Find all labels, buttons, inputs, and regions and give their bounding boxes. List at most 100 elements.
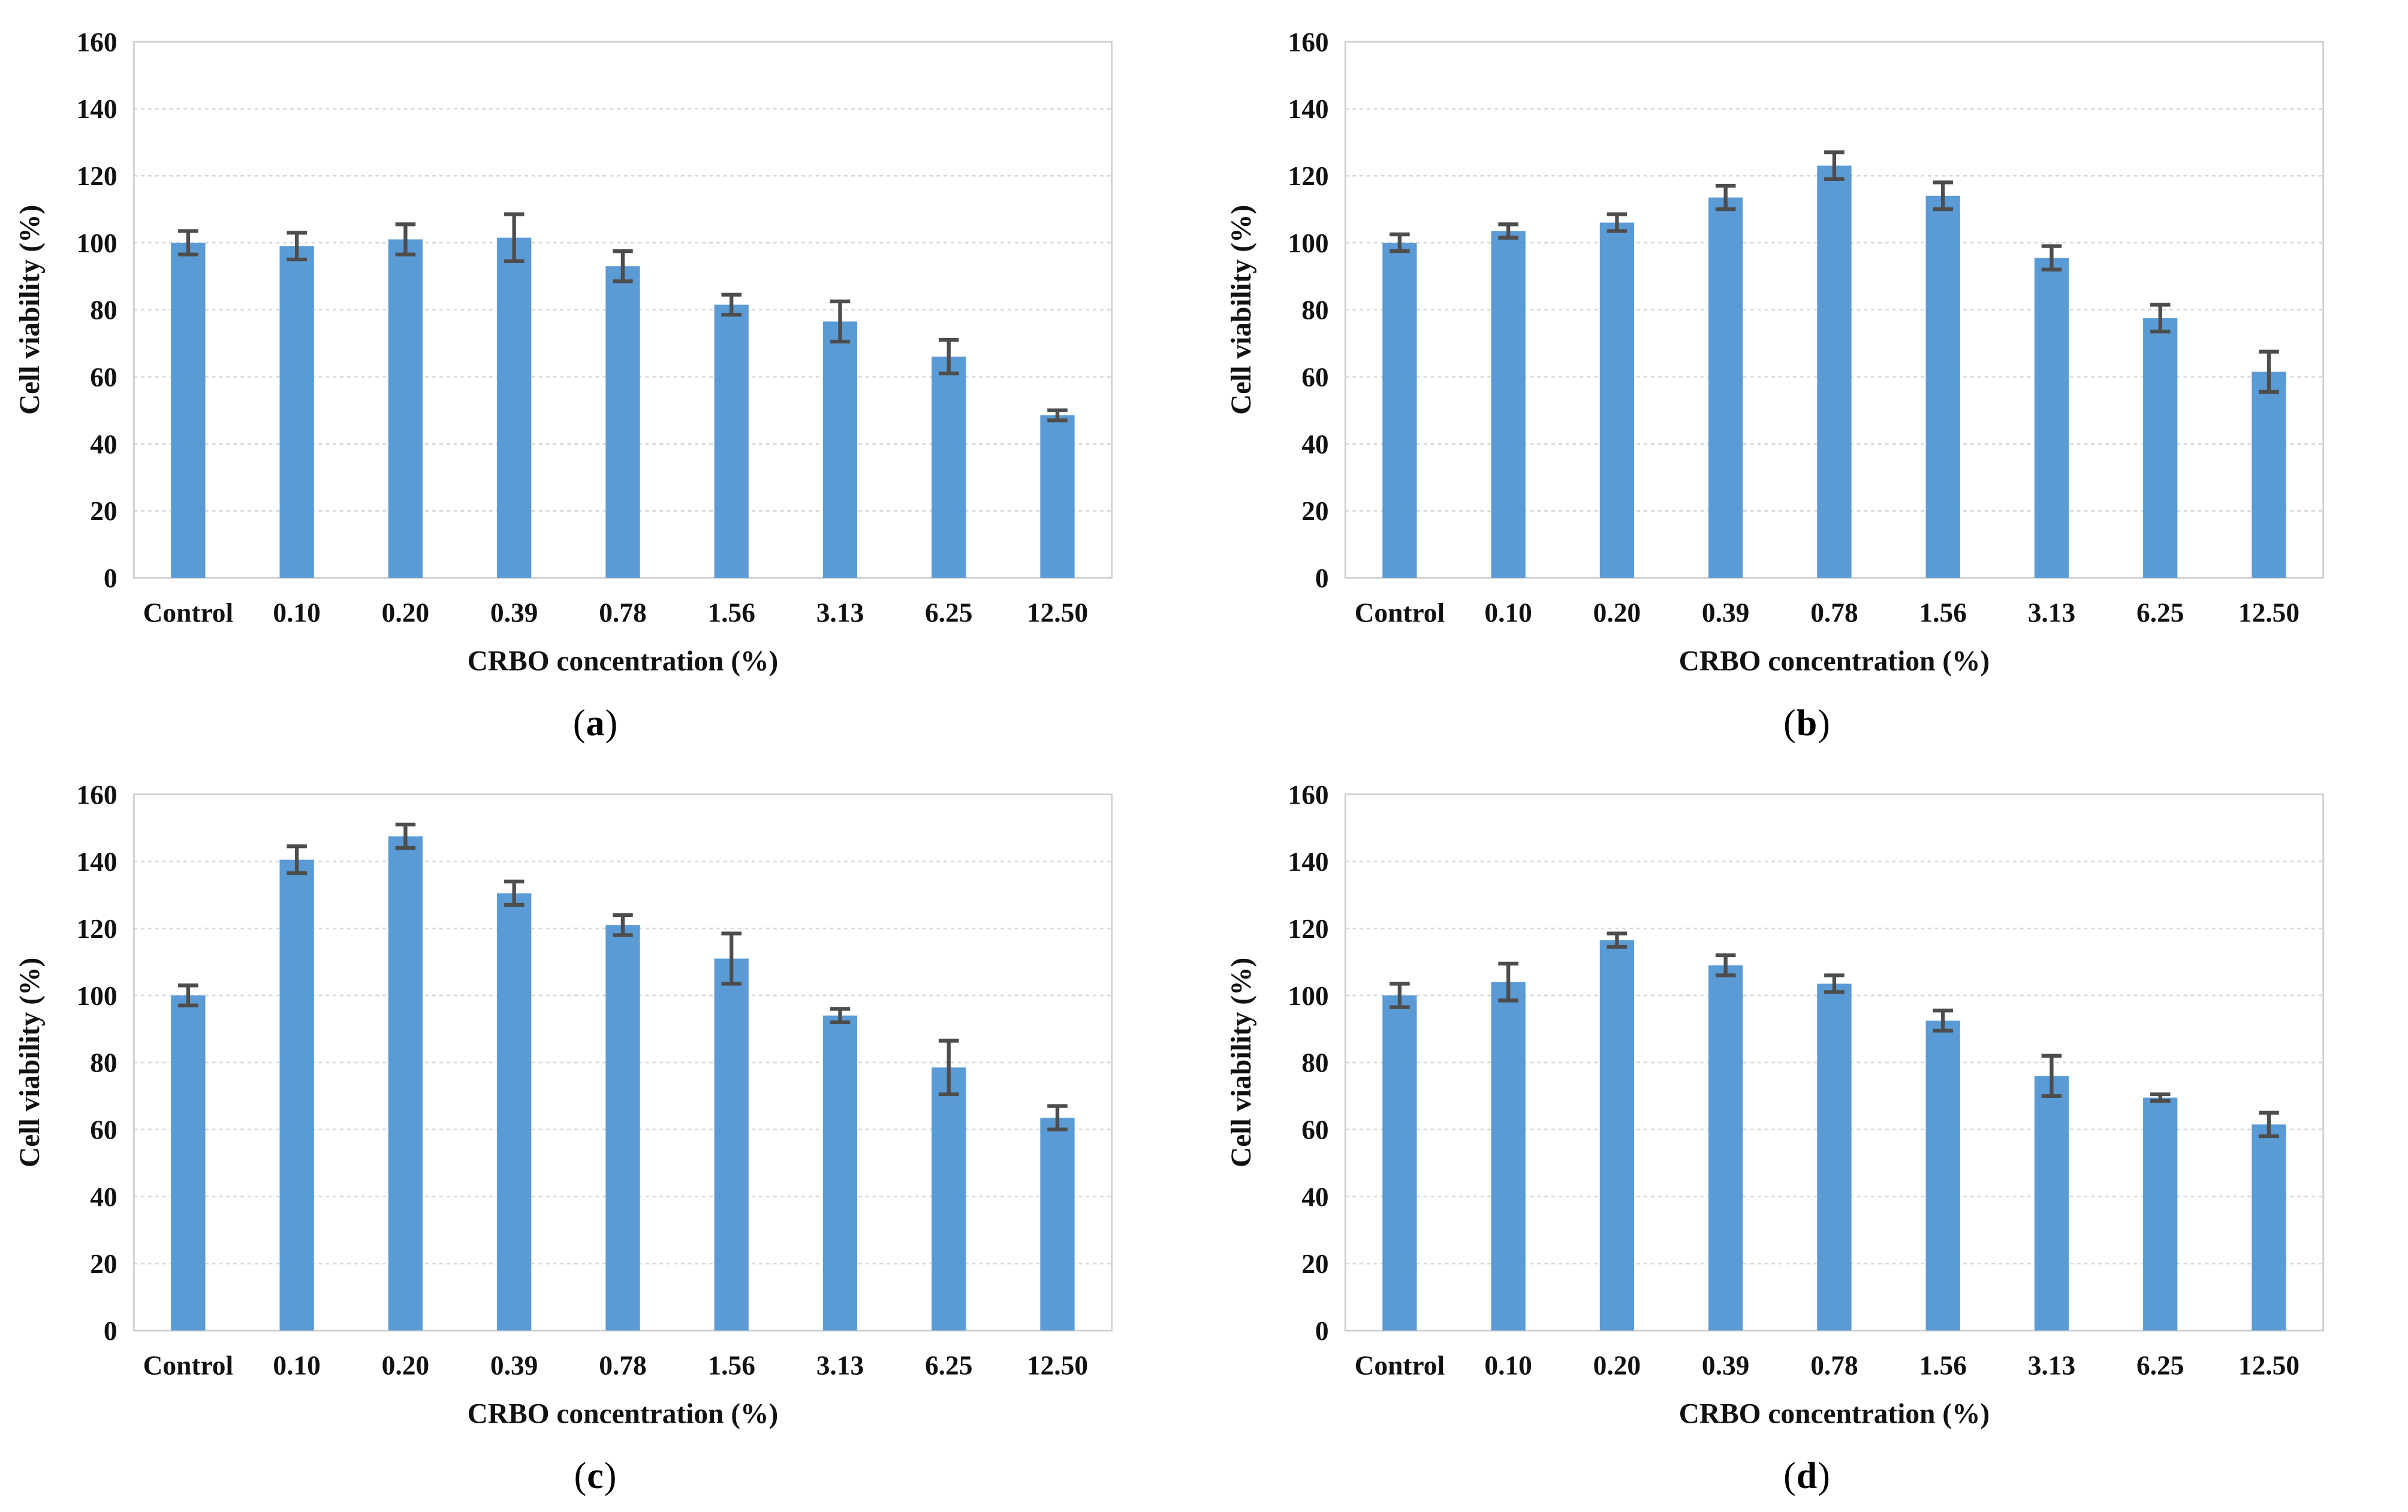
x-tick-label: 0.78 — [1810, 1350, 1858, 1380]
bar — [388, 836, 423, 1331]
y-tick-label: 20 — [1301, 496, 1328, 526]
x-tick-label: 0.20 — [382, 597, 429, 627]
y-tick-label: 160 — [76, 27, 117, 57]
x-tick-label: Control — [1355, 1350, 1445, 1380]
caption-close-paren: ) — [605, 703, 619, 744]
y-tick-label: 40 — [1301, 429, 1328, 459]
y-tick-label: 120 — [1288, 161, 1328, 191]
caption-letter: b — [1796, 703, 1818, 744]
caption-letter: c — [587, 1456, 604, 1496]
bar — [1708, 965, 1743, 1331]
y-tick-label: 0 — [104, 563, 117, 593]
bar — [605, 925, 640, 1331]
x-tick-label: 1.56 — [707, 1350, 755, 1380]
caption-close-paren: ) — [604, 1456, 617, 1496]
bar — [1817, 165, 1852, 578]
x-tick-label: 0.10 — [273, 597, 320, 627]
bar-chart-c: 0 20 40 60 80 100 120 140 160 Control 0.10 0.20 0.39… — [14, 780, 1113, 1429]
x-tick-label: 0.39 — [1702, 1350, 1749, 1380]
x-tick-label: 0.10 — [1484, 1350, 1532, 1380]
panel-caption-d: (d) — [1783, 1450, 1831, 1502]
y-tick-label: 160 — [1288, 27, 1328, 57]
x-axis-title: CRBO concentration (%) — [1679, 1398, 1990, 1429]
bar — [171, 995, 206, 1331]
y-tick-label: 40 — [90, 1182, 117, 1212]
bar — [1708, 197, 1743, 578]
x-tick-label: 0.39 — [490, 1350, 538, 1380]
figure-row-bottom: 0 20 40 60 80 100 120 140 160 Control 0.10 0.20 0.39… — [0, 767, 2408, 1502]
bar — [822, 321, 858, 578]
caption-open-paren: ( — [574, 1456, 587, 1496]
x-tick-label: 0.78 — [599, 597, 646, 627]
y-axis-title: Cell viability (%) — [14, 958, 46, 1167]
plot-border — [1344, 793, 2324, 1332]
bar — [932, 1067, 966, 1331]
bar — [2252, 1124, 2286, 1331]
bar — [279, 859, 314, 1331]
y-axis-title: Cell viability (%) — [1226, 205, 1257, 415]
y-tick-label: 140 — [76, 94, 117, 124]
y-tick-label: 80 — [90, 1048, 117, 1078]
bar — [1491, 231, 1526, 578]
panel-caption-a: (a) — [573, 698, 618, 749]
bar — [497, 237, 532, 578]
bar — [1382, 243, 1417, 578]
y-tick-label: 100 — [76, 228, 117, 258]
caption-letter: d — [1796, 1456, 1818, 1496]
bar — [1491, 982, 1526, 1331]
x-tick-label: 3.13 — [2028, 1350, 2075, 1380]
caption-open-paren: ( — [1783, 1456, 1797, 1496]
y-tick-label: 40 — [90, 429, 117, 459]
y-tick-label: 120 — [76, 161, 117, 191]
x-axis-title: CRBO concentration (%) — [468, 1398, 779, 1429]
y-tick-label: 140 — [76, 847, 117, 877]
bar — [714, 958, 749, 1331]
panel-caption-b: (b) — [1783, 698, 1831, 749]
plot-border — [132, 793, 1113, 1332]
x-tick-label: Control — [143, 597, 234, 627]
x-tick-label: 0.20 — [1593, 597, 1641, 627]
bar-chart-a: 0 20 40 60 80 100 120 140 160 Control 0.10 0.20 0.39… — [14, 27, 1113, 677]
y-tick-label: 120 — [1288, 914, 1328, 944]
bar — [1382, 995, 1417, 1331]
caption-open-paren: ( — [572, 703, 586, 744]
bar — [1925, 1020, 1960, 1331]
y-tick-label: 100 — [1288, 981, 1328, 1011]
bar — [822, 1015, 858, 1331]
x-tick-label: Control — [143, 1350, 234, 1380]
y-tick-label: 100 — [1288, 228, 1328, 258]
caption-close-paren: ) — [1818, 703, 1831, 744]
x-tick-label: 12.50 — [2238, 1350, 2299, 1380]
y-tick-label: 80 — [90, 295, 117, 325]
y-tick-label: 60 — [1301, 363, 1328, 393]
x-tick-label: 6.25 — [2136, 597, 2184, 627]
bar — [279, 246, 314, 578]
panel-b: 0 20 40 60 80 100 120 140 160 Control 0.10 0.20 0.39… — [1215, 14, 2399, 749]
bar — [1040, 415, 1075, 578]
y-tick-label: 20 — [90, 496, 117, 526]
x-axis-title: CRBO concentration (%) — [468, 645, 779, 677]
x-tick-label: 0.39 — [1702, 597, 1749, 627]
panel-a: 0 20 40 60 80 100 120 140 160 Control 0.10 0.20 0.39… — [4, 14, 1188, 749]
x-tick-label: 0.20 — [382, 1350, 429, 1380]
x-tick-label: 6.25 — [2136, 1350, 2184, 1380]
y-tick-label: 60 — [90, 363, 117, 393]
bar-chart-b: 0 20 40 60 80 100 120 140 160 Control 0.10 0.20 0.39… — [1226, 27, 2324, 677]
x-tick-label: 6.25 — [925, 597, 972, 627]
panel-d: 0 20 40 60 80 100 120 140 160 Control 0.10 0.20 0.39… — [1215, 767, 2399, 1502]
y-axis-title: Cell viability (%) — [1226, 958, 1257, 1167]
x-tick-label: 1.56 — [1919, 1350, 1966, 1380]
bar — [2143, 318, 2178, 578]
bar — [932, 357, 966, 578]
bar — [605, 266, 640, 578]
caption-close-paren: ) — [1818, 1456, 1831, 1496]
bar — [497, 893, 532, 1331]
bar — [2034, 1076, 2069, 1331]
y-tick-label: 140 — [1288, 847, 1328, 877]
y-tick-label: 160 — [1288, 780, 1328, 810]
y-tick-label: 60 — [90, 1115, 117, 1145]
x-tick-label: 12.50 — [1027, 1350, 1088, 1380]
y-tick-label: 0 — [1315, 1316, 1329, 1346]
figure-row-top: 0 20 40 60 80 100 120 140 160 Control 0.10 0.20 0.39… — [0, 14, 2408, 749]
x-tick-label: 3.13 — [2028, 597, 2075, 627]
